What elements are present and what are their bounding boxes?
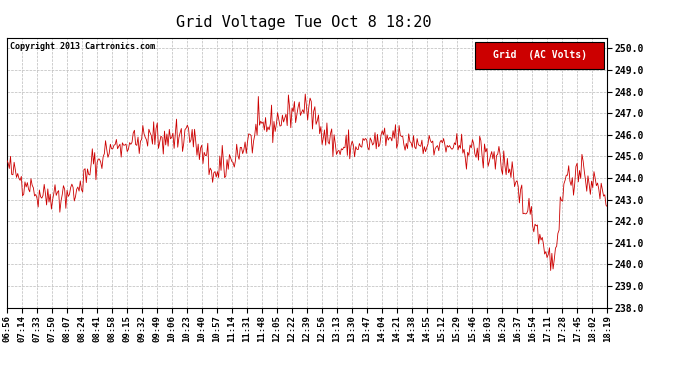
Text: Grid  (AC Volts): Grid (AC Volts) [493,50,586,60]
FancyBboxPatch shape [475,42,604,69]
Text: Grid Voltage Tue Oct 8 18:20: Grid Voltage Tue Oct 8 18:20 [176,15,431,30]
Text: Copyright 2013 Cartronics.com: Copyright 2013 Cartronics.com [10,42,155,51]
